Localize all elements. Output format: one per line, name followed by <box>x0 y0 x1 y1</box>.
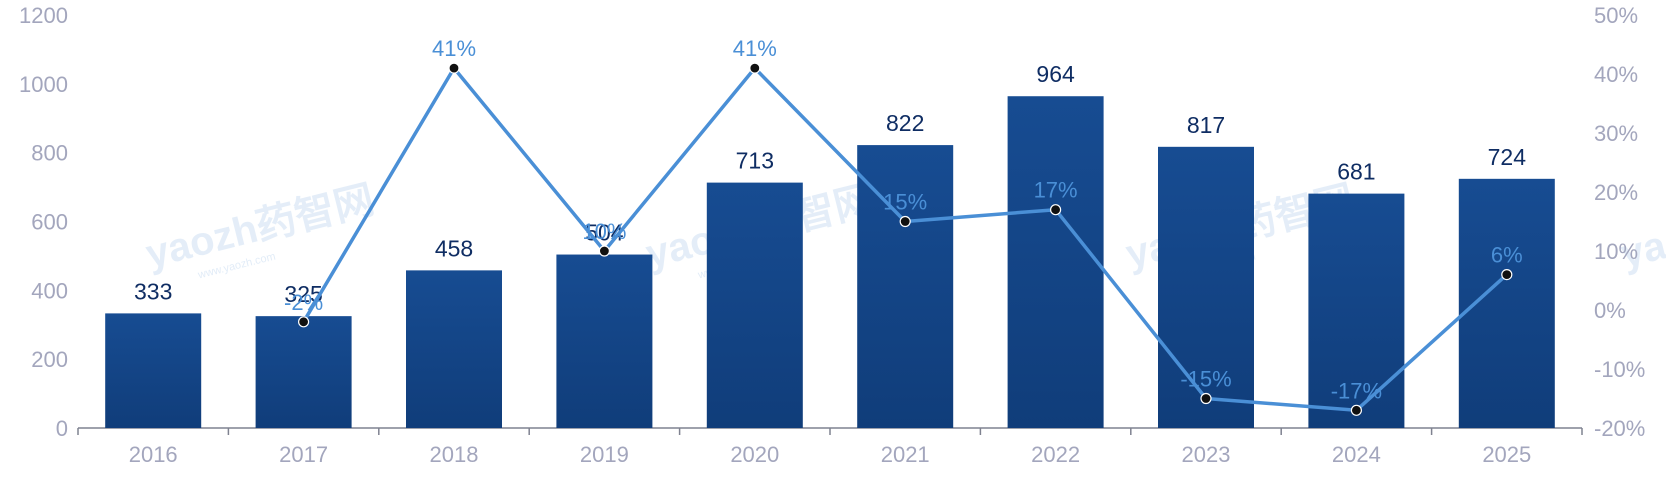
growth-label: 15% <box>883 190 927 215</box>
y2-tick-label: 20% <box>1594 180 1638 205</box>
bar-value-label: 713 <box>736 148 774 174</box>
bars <box>105 96 1555 429</box>
bar-value-label: 724 <box>1488 144 1527 170</box>
x-tick-label: 2022 <box>1031 442 1080 467</box>
growth-label: 6% <box>1491 243 1523 268</box>
x-tick-label: 2020 <box>730 442 779 467</box>
bar <box>857 145 954 428</box>
y-tick-label: 400 <box>31 278 68 303</box>
x-tick-label: 2018 <box>430 442 479 467</box>
bar-value-label: 817 <box>1187 112 1225 138</box>
y-tick-label: 0 <box>56 416 68 441</box>
growth-label: 41% <box>733 36 777 61</box>
growth-point <box>598 245 611 257</box>
growth-label: 41% <box>432 36 476 61</box>
y-tick-label: 600 <box>31 210 68 235</box>
growth-label: -15% <box>1180 367 1231 392</box>
y-tick-label: 200 <box>31 347 68 372</box>
y-tick-label: 1000 <box>19 72 68 97</box>
x-tick-label: 2017 <box>279 442 328 467</box>
growth-label: 17% <box>1034 178 1078 203</box>
bar-value-label: 333 <box>134 278 172 304</box>
growth-point <box>1501 269 1513 281</box>
x-tick-label: 2021 <box>881 442 930 467</box>
y2-tick-label: 30% <box>1594 121 1638 146</box>
growth-point <box>448 62 460 74</box>
y2-tick-label: 10% <box>1594 239 1638 264</box>
x-tick-label: 2016 <box>129 442 178 467</box>
bar <box>556 254 653 428</box>
bar <box>105 313 202 428</box>
growth-line <box>298 62 1513 416</box>
bar <box>1007 96 1104 429</box>
growth-point <box>298 316 310 328</box>
bar-value-label: 681 <box>1337 159 1375 185</box>
growth-label: -2% <box>284 290 323 315</box>
growth-point <box>899 215 911 228</box>
x-tick-label: 2025 <box>1482 442 1531 467</box>
growth-point <box>1200 392 1212 405</box>
bar <box>406 270 502 428</box>
growth-point <box>1049 204 1062 216</box>
growth-label: -17% <box>1331 378 1382 403</box>
bar <box>706 182 803 428</box>
x-tick-label: 2023 <box>1182 442 1231 467</box>
x-tick-label: 2024 <box>1332 442 1381 467</box>
y2-tick-label: 0% <box>1594 298 1626 323</box>
bar <box>1308 193 1405 428</box>
bar <box>1158 146 1254 428</box>
bar-value-label: 964 <box>1036 61 1075 87</box>
y-tick-label: 800 <box>31 141 68 166</box>
y-tick-label: 1200 <box>19 3 68 28</box>
bar-value-label: 458 <box>435 235 473 261</box>
growth-labels: -2% 41% 10% 41% 15% 17% -15% -17% 6% <box>284 36 1523 403</box>
y2-tick-label: -10% <box>1594 357 1645 382</box>
bar <box>255 316 352 428</box>
x-tick-label: 2019 <box>580 442 629 467</box>
growth-label: 10% <box>582 219 626 244</box>
y2-tick-label: 50% <box>1594 3 1638 28</box>
y2-tick-label: -20% <box>1594 416 1645 441</box>
bar-value-label: 822 <box>886 110 924 136</box>
growth-point <box>1350 404 1363 416</box>
y2-tick-label: 40% <box>1594 62 1638 87</box>
growth-point <box>749 62 761 74</box>
